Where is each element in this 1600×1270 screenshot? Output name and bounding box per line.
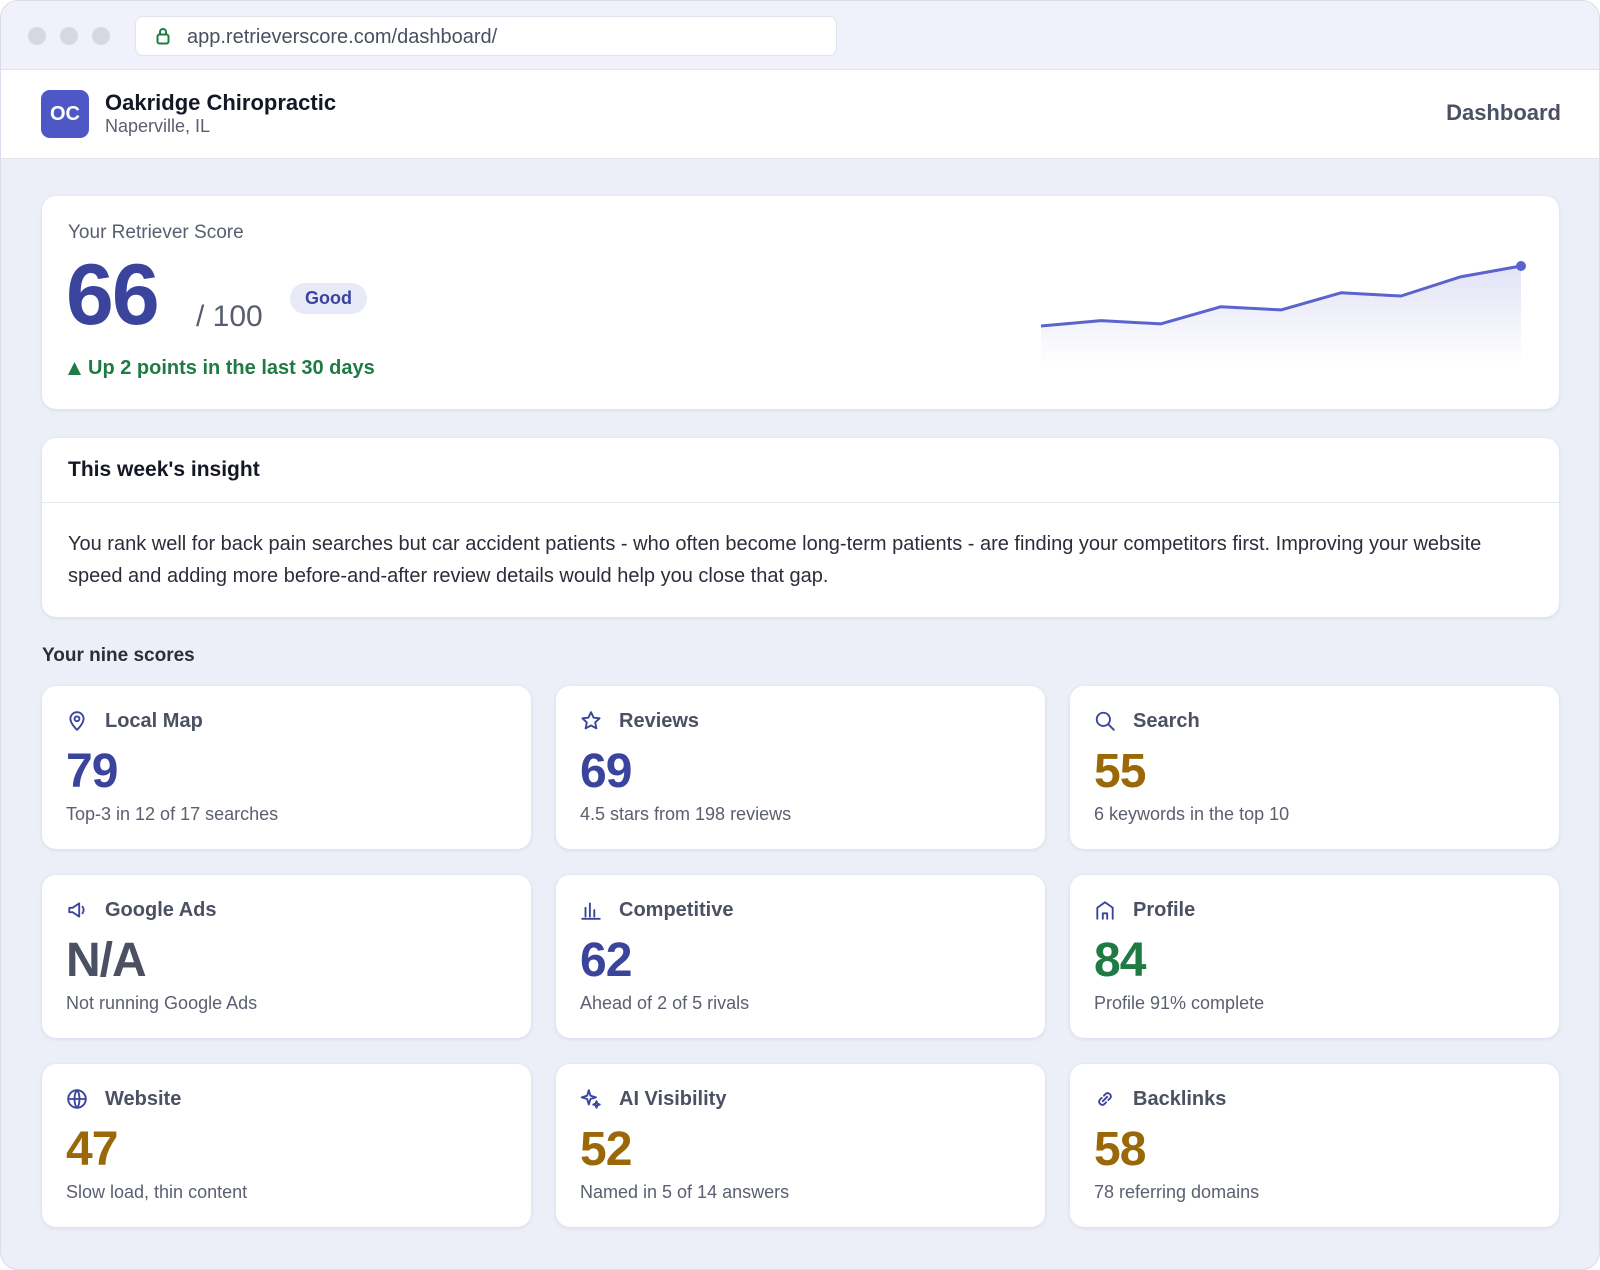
business-location: Naperville, IL	[105, 116, 211, 136]
tile-detail: Top-3 in 12 of 17 searches	[66, 804, 279, 824]
tile-score: 69	[580, 745, 632, 798]
tile-icon	[1096, 901, 1114, 920]
tile-icon	[1098, 1092, 1112, 1106]
tile-score: 55	[1094, 745, 1146, 798]
score-badge: Good	[290, 283, 367, 314]
browser-chrome: app.retrieverscore.com/dashboard/	[1, 1, 1599, 70]
tile-score: 79	[66, 745, 118, 798]
tile-title: Competitive	[619, 899, 734, 921]
tile-detail: 6 keywords in the top 10	[1094, 804, 1290, 824]
insight-card: This week's insight You rank well for ba…	[42, 438, 1559, 617]
score-tile[interactable]: Profile 84 Profile 91% complete	[1070, 875, 1559, 1038]
tile-icon	[68, 902, 85, 918]
score-max: / 100	[196, 300, 263, 333]
section-title: Your nine scores	[42, 645, 195, 666]
tile-score: 52	[580, 1123, 632, 1176]
tile-detail: Slow load, thin content	[66, 1182, 248, 1202]
tile-detail: 4.5 stars from 198 reviews	[580, 804, 792, 824]
score-label: Your Retriever Score	[68, 222, 244, 243]
score-tile[interactable]: Search 55 6 keywords in the top 10	[1070, 686, 1559, 849]
tile-icon	[1095, 711, 1115, 731]
score-tile[interactable]: Local Map 79 Top-3 in 12 of 17 searches	[42, 686, 531, 849]
tile-detail: Named in 5 of 14 answers	[580, 1182, 790, 1202]
tile-detail: Not running Google Ads	[66, 993, 258, 1013]
tile-title: AI Visibility	[619, 1088, 727, 1110]
app-header: OC Oakridge Chiropractic Naperville, IL …	[1, 70, 1599, 159]
insight-body: You rank well for back pain searches but…	[68, 533, 1482, 587]
score-change: Up 2 points in the last 30 days	[88, 357, 375, 379]
insight-title: This week's insight	[68, 458, 260, 481]
score-tile[interactable]: Competitive 62 Ahead of 2 of 5 rivals	[556, 875, 1045, 1038]
tile-title: Backlinks	[1133, 1088, 1227, 1110]
tile-title: Profile	[1133, 899, 1196, 921]
score-tile[interactable]: AI Visibility 52 Named in 5 of 14 answers	[556, 1064, 1045, 1227]
tile-detail: Profile 91% complete	[1094, 993, 1265, 1013]
business-name: Oakridge Chiropractic	[105, 90, 337, 115]
up-arrow	[68, 362, 81, 375]
score-tile[interactable]: Backlinks 58 78 referring domains	[1070, 1064, 1559, 1227]
window-button[interactable]	[60, 27, 78, 45]
logo: OC	[41, 90, 89, 138]
tile-score: N/A	[66, 934, 147, 987]
score-tile[interactable]: Reviews 69 4.5 stars from 198 reviews	[556, 686, 1045, 849]
score-tile[interactable]: Website 47 Slow load, thin content	[42, 1064, 531, 1227]
score-change-row: Up 2 points in the last 30 days	[68, 357, 375, 380]
tile-title: Google Ads	[105, 899, 217, 921]
tile-title: Local Map	[105, 710, 203, 732]
tile-title: Website	[105, 1088, 182, 1110]
sparkline	[1040, 261, 1526, 366]
tile-icon	[67, 1089, 87, 1109]
tile-title: Search	[1133, 710, 1200, 732]
lock-icon	[156, 28, 170, 45]
tile-score: 47	[66, 1123, 118, 1176]
tile-detail: 78 referring domains	[1094, 1182, 1260, 1202]
sparkline-endpoint	[1516, 261, 1526, 271]
score-value: 66	[66, 247, 160, 343]
window-button[interactable]	[28, 27, 46, 45]
score-tile[interactable]: Google Ads N/A Not running Google Ads	[42, 875, 531, 1038]
tile-icon	[581, 902, 601, 920]
sparkline-area	[1041, 266, 1521, 366]
tile-icon	[580, 1089, 601, 1109]
nav-link[interactable]: Dashboard	[1446, 100, 1561, 125]
tile-icon	[69, 711, 85, 731]
url: app.retrieverscore.com/dashboard/	[187, 26, 498, 48]
tile-title: Reviews	[619, 710, 700, 732]
window-button[interactable]	[92, 27, 110, 45]
address-bar[interactable]: app.retrieverscore.com/dashboard/	[135, 16, 837, 56]
tile-score: 84	[1094, 934, 1146, 987]
tile-score: 58	[1094, 1123, 1146, 1176]
tile-icon	[581, 711, 601, 730]
score-card: Your Retriever Score 66 / 100 Good Up 2 …	[42, 196, 1559, 409]
divider	[42, 502, 1559, 503]
tile-score: 62	[580, 934, 632, 987]
tile-detail: Ahead of 2 of 5 rivals	[580, 993, 750, 1013]
sparkline-line	[1040, 264, 1522, 328]
